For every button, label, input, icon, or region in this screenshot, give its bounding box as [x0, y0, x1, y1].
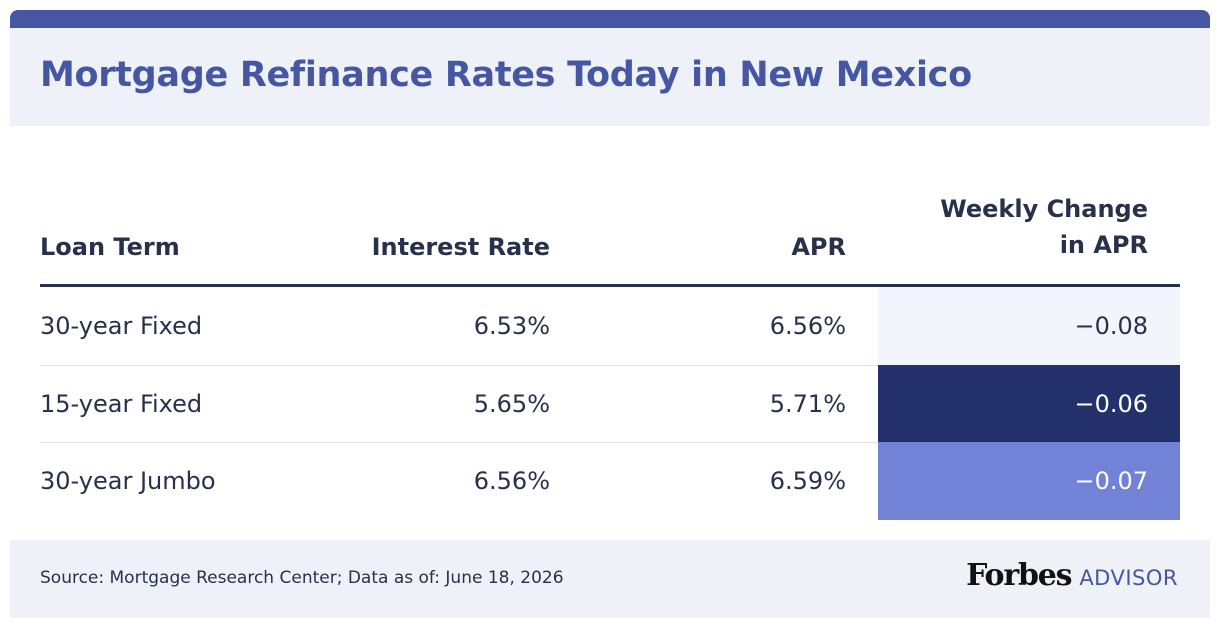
table-row: 15-year Fixed 5.65% 5.71% −0.06 — [40, 365, 1180, 443]
brand-suffix: ADVISOR — [1079, 566, 1178, 590]
weekly-change-value: −0.08 — [1074, 312, 1148, 340]
column-header-apr: APR — [791, 233, 846, 261]
forbes-advisor-logo: Forbes ADVISOR — [966, 558, 1178, 598]
source-note: Source: Mortgage Research Center; Data a… — [40, 568, 564, 588]
table-row: 30-year Jumbo 6.56% 6.59% −0.07 — [40, 442, 1180, 520]
interest-rate-cell: 6.53% — [473, 312, 550, 340]
interest-rate-cell: 5.65% — [473, 390, 550, 418]
column-header-loan-term: Loan Term — [40, 233, 180, 261]
apr-cell: 6.59% — [769, 467, 846, 495]
column-header-weekly-change-line-2: in APR — [1059, 231, 1148, 259]
weekly-change-cell: −0.07 — [878, 442, 1180, 520]
column-header-interest-rate: Interest Rate — [371, 233, 550, 261]
weekly-change-value: −0.07 — [1074, 467, 1148, 495]
column-header-weekly-change-line-1: Weekly Change — [940, 195, 1148, 223]
column-header-weekly-change: Weekly Change in APR — [878, 191, 1148, 263]
loan-term-cell: 15-year Fixed — [40, 390, 203, 418]
loan-term-cell: 30-year Fixed — [40, 312, 203, 340]
row-divider — [40, 365, 878, 366]
apr-cell: 5.71% — [769, 390, 846, 418]
weekly-change-cell: −0.06 — [878, 365, 1180, 443]
title-banner: Mortgage Refinance Rates Today in New Me… — [10, 28, 1210, 126]
weekly-change-cell: −0.08 — [878, 287, 1180, 365]
header-divider — [40, 284, 1180, 287]
brand-name: Forbes — [966, 558, 1072, 593]
loan-term-cell: 30-year Jumbo — [40, 467, 216, 495]
table-row: 30-year Fixed 6.53% 6.56% −0.08 — [40, 287, 1180, 365]
footer-panel: Source: Mortgage Research Center; Data a… — [10, 540, 1210, 618]
weekly-change-value: −0.06 — [1074, 390, 1148, 418]
row-divider — [40, 442, 878, 443]
apr-cell: 6.56% — [769, 312, 846, 340]
interest-rate-cell: 6.56% — [473, 467, 550, 495]
top-accent-bar — [10, 10, 1210, 30]
chart-title: Mortgage Refinance Rates Today in New Me… — [40, 55, 972, 95]
